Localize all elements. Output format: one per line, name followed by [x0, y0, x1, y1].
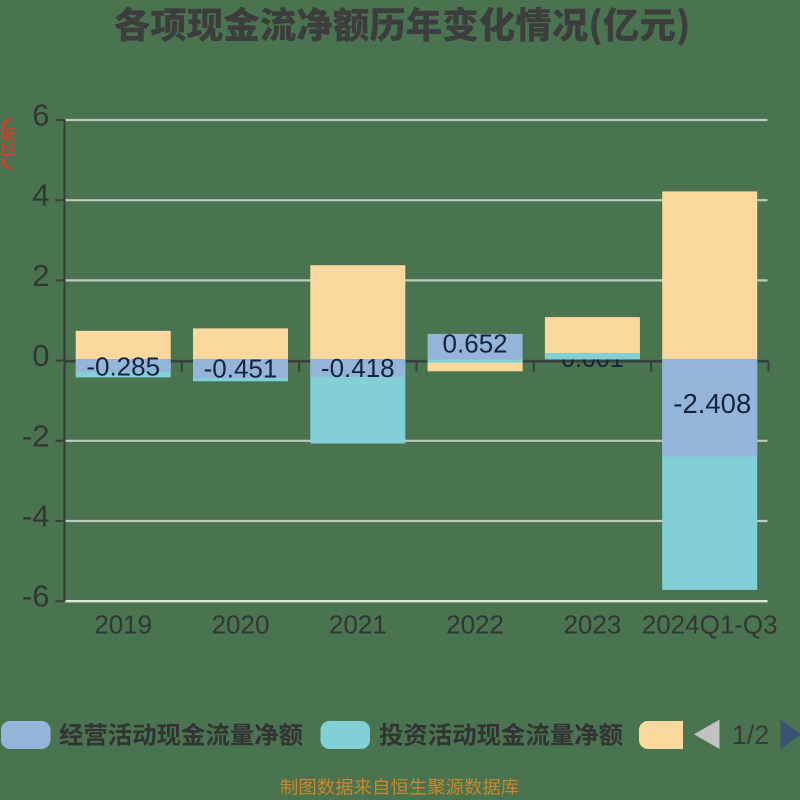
svg-text:2019: 2019	[94, 610, 152, 640]
svg-text:2: 2	[32, 258, 49, 293]
svg-text:0: 0	[32, 338, 49, 373]
svg-text:6: 6	[32, 98, 49, 133]
svg-text:-2: -2	[22, 418, 50, 453]
svg-text:1/2: 1/2	[732, 720, 770, 750]
svg-text:2021: 2021	[329, 610, 387, 640]
svg-text:-0.418: -0.418	[321, 353, 395, 383]
svg-text:-6: -6	[22, 579, 50, 614]
svg-text:4: 4	[32, 178, 49, 213]
svg-text:2023: 2023	[563, 610, 621, 640]
svg-text:2020: 2020	[212, 610, 270, 640]
svg-text:-4: -4	[22, 499, 50, 534]
svg-text:0.652: 0.652	[443, 329, 508, 359]
svg-text:2024Q1-Q3: 2024Q1-Q3	[642, 610, 778, 640]
svg-text:2022: 2022	[446, 610, 504, 640]
svg-text:-0.285: -0.285	[86, 352, 160, 382]
svg-text:-0.451: -0.451	[204, 354, 278, 384]
svg-text:-2.408: -2.408	[673, 388, 751, 419]
